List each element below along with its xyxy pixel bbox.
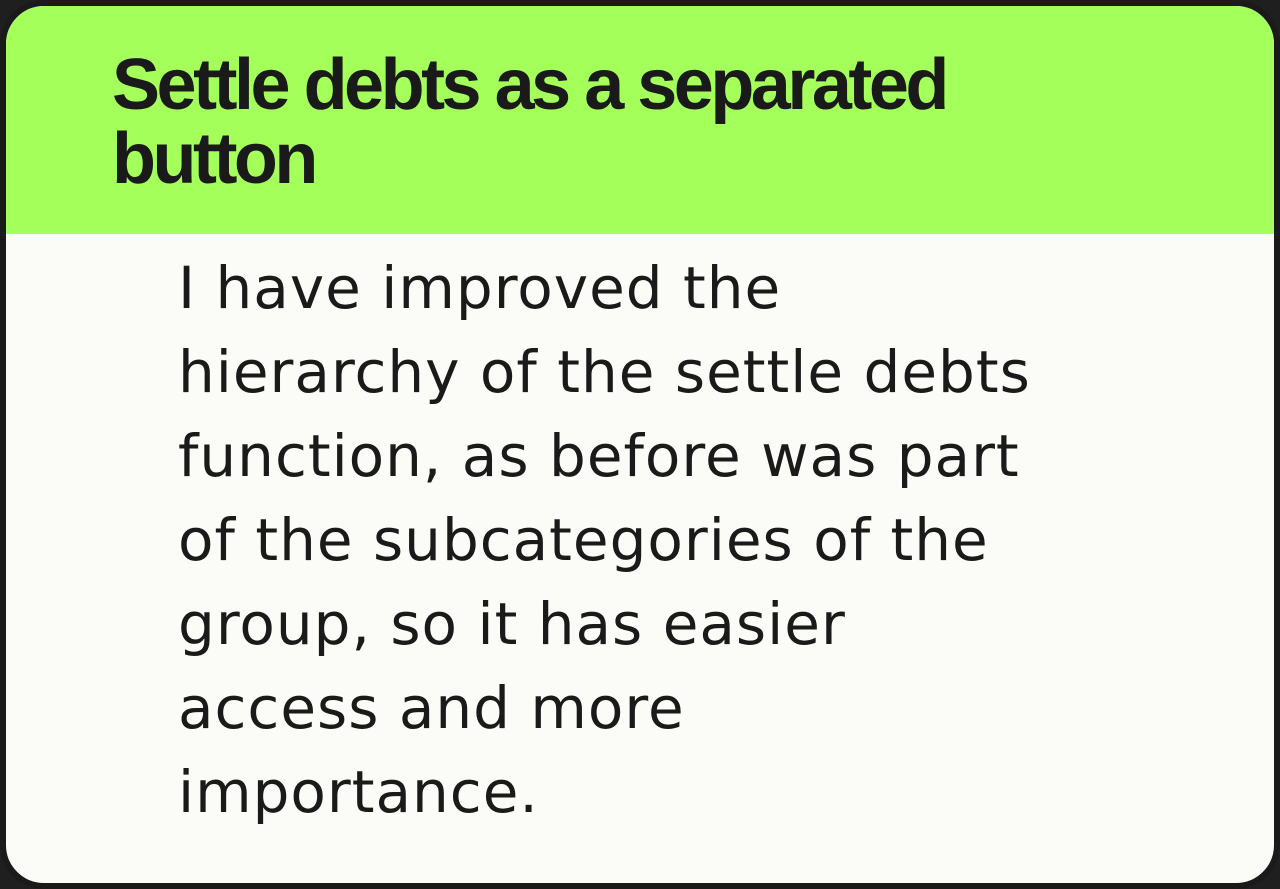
card-header: Settle debts as a separated button bbox=[6, 6, 1274, 234]
card-description: I have improved the hierarchy of the set… bbox=[178, 254, 1031, 826]
card-title: Settle debts as a separated button bbox=[112, 45, 949, 199]
